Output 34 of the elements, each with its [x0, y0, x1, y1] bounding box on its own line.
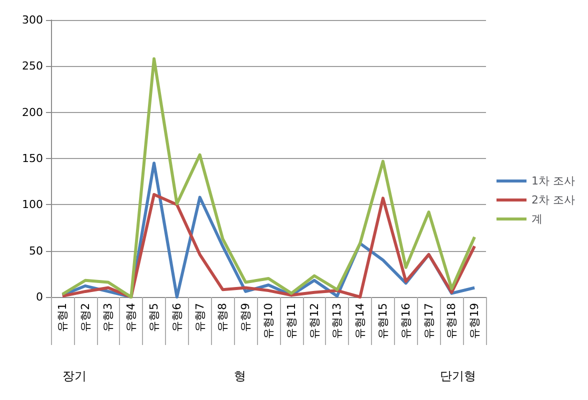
y-tick-label: 300 — [22, 14, 43, 26]
text: 형 — [234, 369, 246, 383]
y-tick-label: 250 — [22, 60, 43, 73]
line-series — [60, 193, 476, 298]
x-tick-label: 유형15 — [376, 303, 390, 339]
x-tick-label: 유형10 — [262, 303, 275, 339]
x-tick-label: 유형9 — [239, 303, 252, 332]
legend-label: 1차 조사 — [532, 174, 576, 188]
x-tick-label: 유형19 — [468, 303, 482, 339]
y-tick-label: 150 — [22, 152, 43, 165]
text: 장기 — [62, 369, 86, 383]
x-tick-label: 유형18 — [445, 303, 458, 339]
text: 단기형 — [440, 369, 476, 383]
x-tick-label: 유형3 — [102, 303, 115, 332]
x-tick-label: 유형2 — [78, 303, 92, 332]
x-tick-label: 유형4 — [124, 303, 138, 332]
x-tick-label: 유형11 — [284, 303, 298, 339]
x-tick-label: 유형17 — [422, 303, 436, 339]
x-tick-label: 유형6 — [170, 303, 184, 332]
y-tick-label: 200 — [22, 106, 43, 119]
y-tick-label: 50 — [29, 244, 43, 258]
line-series — [60, 57, 476, 298]
x-tick-label: 유형14 — [354, 303, 367, 339]
x-tick-label: 유형13 — [330, 303, 344, 339]
x-tick-label: 유형7 — [193, 303, 206, 332]
x-tick-label: 유형8 — [216, 303, 230, 332]
legend-label: 2차 조사 — [532, 194, 576, 206]
x-tick-label: 유형16 — [399, 303, 412, 339]
x-tick-label: 유형5 — [148, 303, 161, 332]
y-tick-label: 0 — [36, 290, 43, 304]
x-tick-label: 유형12 — [308, 303, 321, 339]
y-tick-label: 100 — [22, 198, 43, 212]
x-tick-label: 유형1 — [56, 303, 69, 332]
legend-label: 계 — [532, 212, 543, 226]
